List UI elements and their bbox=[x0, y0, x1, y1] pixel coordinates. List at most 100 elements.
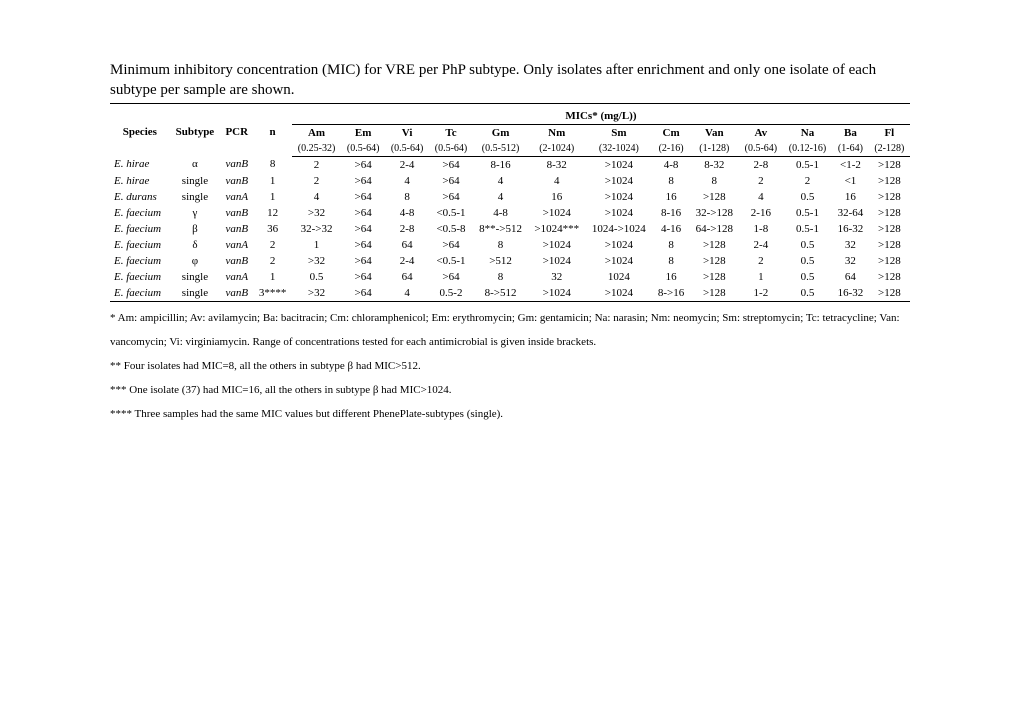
mic-cell: >1024*** bbox=[528, 221, 585, 237]
range-cell: (0.25-32) bbox=[292, 141, 341, 157]
range-cell: (0.5-64) bbox=[429, 141, 473, 157]
mic-cell: 0.5 bbox=[783, 269, 832, 285]
col-van: Van bbox=[690, 124, 739, 141]
footnote: ** Four isolates had MIC=8, all the othe… bbox=[110, 354, 910, 378]
mic-cell: <0.5-1 bbox=[429, 253, 473, 269]
cell: 1 bbox=[253, 269, 292, 285]
mic-cell: 4 bbox=[292, 189, 341, 205]
col-em: Em bbox=[341, 124, 385, 141]
cell: 1 bbox=[253, 189, 292, 205]
mics-header: MICs* (mg/L)) bbox=[292, 108, 910, 125]
mic-cell: >64 bbox=[341, 173, 385, 189]
table-row: E. faeciumγvanB12>32>644-8<0.5-14-8>1024… bbox=[110, 205, 910, 221]
mic-cell: <0.5-8 bbox=[429, 221, 473, 237]
cell: E. hirae bbox=[110, 173, 170, 189]
col-vi: Vi bbox=[385, 124, 429, 141]
cell: E. durans bbox=[110, 189, 170, 205]
mic-cell: >64 bbox=[341, 156, 385, 173]
range-cell: (0.5-64) bbox=[739, 141, 783, 157]
mic-cell: 16-32 bbox=[832, 285, 869, 302]
cell: single bbox=[170, 173, 220, 189]
cell: β bbox=[170, 221, 220, 237]
cell: E. faecium bbox=[110, 205, 170, 221]
mic-cell: 16 bbox=[528, 189, 585, 205]
mic-cell: >32 bbox=[292, 253, 341, 269]
range-cell: (1-128) bbox=[690, 141, 739, 157]
cell: vanB bbox=[220, 205, 253, 221]
mic-cell: >64 bbox=[429, 156, 473, 173]
mic-cell: >64 bbox=[341, 253, 385, 269]
cell: 12 bbox=[253, 205, 292, 221]
mic-cell: 32 bbox=[832, 253, 869, 269]
mic-cell: 4-8 bbox=[473, 205, 528, 221]
mic-cell: 0.5-1 bbox=[783, 156, 832, 173]
table-row: E. duranssinglevanA14>648>64416>102416>1… bbox=[110, 189, 910, 205]
cell: vanB bbox=[220, 156, 253, 173]
mic-cell: 4-8 bbox=[385, 205, 429, 221]
mic-cell: >1024 bbox=[528, 205, 585, 221]
range-cell: (2-16) bbox=[652, 141, 689, 157]
cell: 1 bbox=[253, 173, 292, 189]
mic-cell: >128 bbox=[869, 221, 910, 237]
mic-cell: 2-4 bbox=[739, 237, 783, 253]
col-na: Na bbox=[783, 124, 832, 141]
mic-cell: >128 bbox=[869, 189, 910, 205]
mic-cell: 8 bbox=[652, 253, 689, 269]
mic-cell: >1024 bbox=[585, 205, 652, 221]
mic-cell: 4 bbox=[528, 173, 585, 189]
cell: 3**** bbox=[253, 285, 292, 302]
col-tc: Tc bbox=[429, 124, 473, 141]
mic-cell: 8-16 bbox=[652, 205, 689, 221]
mic-cell: <1-2 bbox=[832, 156, 869, 173]
table-row: E. hiraesinglevanB12>644>6444>10248822<1… bbox=[110, 173, 910, 189]
table-row: E. hiraeαvanB82>642-4>648-168-32>10244-8… bbox=[110, 156, 910, 173]
mic-cell: >128 bbox=[869, 237, 910, 253]
cell: E. faecium bbox=[110, 237, 170, 253]
mic-cell: 32 bbox=[528, 269, 585, 285]
mic-cell: 4-8 bbox=[652, 156, 689, 173]
mic-cell: 4 bbox=[473, 189, 528, 205]
mic-cell: >64 bbox=[341, 189, 385, 205]
mic-cell: 8->512 bbox=[473, 285, 528, 302]
mic-cell: >1024 bbox=[585, 156, 652, 173]
mic-cell: >128 bbox=[869, 173, 910, 189]
table-caption: Minimum inhibitory concentration (MIC) f… bbox=[110, 60, 910, 104]
mic-cell: >64 bbox=[341, 221, 385, 237]
table-row: E. faeciumsinglevanA10.5>6464>6483210241… bbox=[110, 269, 910, 285]
mic-cell: 2-8 bbox=[739, 156, 783, 173]
cell: vanB bbox=[220, 285, 253, 302]
table-row: E. faeciumsinglevanB3****>32>6440.5-28->… bbox=[110, 285, 910, 302]
mic-cell: 1-2 bbox=[739, 285, 783, 302]
col-nm: Nm bbox=[528, 124, 585, 141]
table-row: E. faeciumδvanA21>6464>648>1024>10248>12… bbox=[110, 237, 910, 253]
mic-cell: 1 bbox=[292, 237, 341, 253]
mic-cell: >128 bbox=[690, 269, 739, 285]
col-am: Am bbox=[292, 124, 341, 141]
mic-cell: 8 bbox=[690, 173, 739, 189]
mic-cell: 8-32 bbox=[690, 156, 739, 173]
mic-cell: 1-8 bbox=[739, 221, 783, 237]
mic-cell: >128 bbox=[690, 253, 739, 269]
col-pcr: PCR bbox=[220, 108, 253, 157]
cell: E. hirae bbox=[110, 156, 170, 173]
range-cell: (0.12-16) bbox=[783, 141, 832, 157]
mic-cell: 32->128 bbox=[690, 205, 739, 221]
mic-cell: 2-16 bbox=[739, 205, 783, 221]
mic-cell: 2 bbox=[292, 156, 341, 173]
mic-cell: 8 bbox=[473, 237, 528, 253]
cell: γ bbox=[170, 205, 220, 221]
table-row: E. faeciumφvanB2>32>642-4<0.5-1>512>1024… bbox=[110, 253, 910, 269]
mic-cell: >128 bbox=[690, 237, 739, 253]
mic-cell: 64 bbox=[385, 237, 429, 253]
cell: 2 bbox=[253, 237, 292, 253]
mic-cell: 0.5 bbox=[783, 253, 832, 269]
mic-cell: 16 bbox=[652, 269, 689, 285]
mic-cell: 0.5 bbox=[783, 189, 832, 205]
mic-cell: 2 bbox=[739, 173, 783, 189]
footnote: **** Three samples had the same MIC valu… bbox=[110, 402, 910, 426]
cell: E. faecium bbox=[110, 253, 170, 269]
mic-cell: >128 bbox=[869, 269, 910, 285]
mic-cell: 0.5-1 bbox=[783, 205, 832, 221]
mic-cell: >64 bbox=[341, 205, 385, 221]
mic-cell: 2 bbox=[292, 173, 341, 189]
